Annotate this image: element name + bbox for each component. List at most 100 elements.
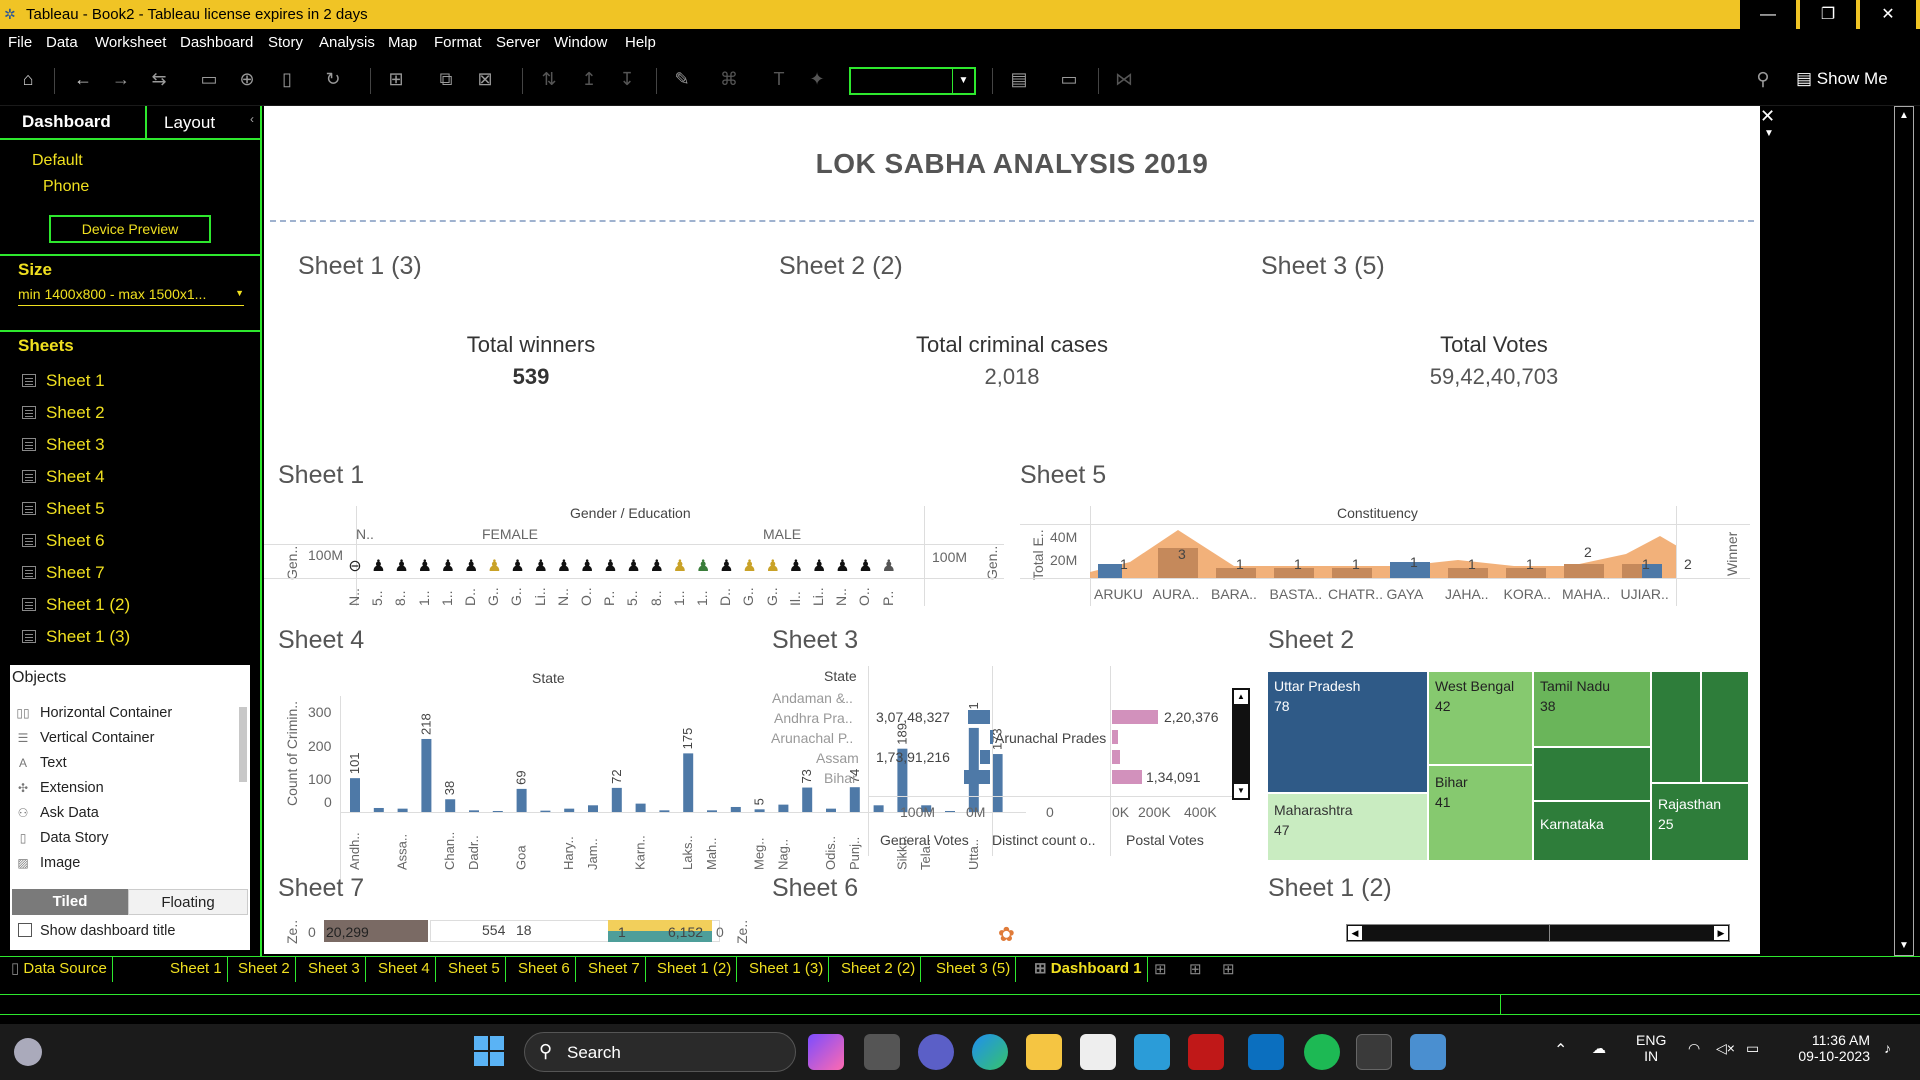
tab-sheet[interactable]: Sheet 2 (2) <box>836 956 922 982</box>
treemap-tile[interactable]: Rajasthan 25 <box>1652 784 1748 860</box>
treemap-tile[interactable] <box>1652 672 1700 782</box>
size-dropdown[interactable]: min 1400x800 - max 1500x1... ▼ <box>18 286 244 306</box>
volume-icon[interactable]: ◁× <box>1716 1040 1735 1056</box>
show-me-button[interactable]: ▤ Show Me <box>1796 69 1888 89</box>
scroll-down-icon[interactable]: ▼ <box>1234 784 1248 798</box>
sheet-list-item[interactable]: Sheet 7 <box>22 563 242 587</box>
treemap-tile[interactable]: Bihar 41 <box>1429 766 1532 860</box>
format-painter-icon[interactable]: ⚲ <box>1756 69 1770 89</box>
pin-icon[interactable]: ✦ <box>809 69 825 89</box>
menu-server[interactable]: Server <box>496 34 541 51</box>
sheet3-scrollbar[interactable]: ▲ ▼ <box>1232 688 1250 800</box>
tab-sheet[interactable]: Sheet 7 <box>583 956 646 982</box>
wifi-icon[interactable]: ◠ <box>1688 1040 1701 1056</box>
scroll-left-icon[interactable]: ◀ <box>1348 926 1362 940</box>
object-text[interactable]: A Text <box>16 755 67 771</box>
menu-help[interactable]: Help <box>625 34 656 51</box>
new-worksheet-icon[interactable]: ⊞ <box>1154 961 1167 978</box>
menu-worksheet[interactable]: Worksheet <box>95 34 167 51</box>
label-icon[interactable]: T <box>773 69 785 89</box>
close-button[interactable]: ✕ <box>1860 0 1916 29</box>
tab-sheet[interactable]: Sheet 6 <box>513 956 576 982</box>
sheet-list-item[interactable]: Sheet 5 <box>22 499 242 523</box>
home-icon[interactable]: ⌂ <box>22 69 34 89</box>
treemap-tile[interactable]: Tamil Nadu 38 <box>1534 672 1650 746</box>
highlight-icon[interactable]: ✎ <box>674 69 690 89</box>
share-icon[interactable]: ⋈ <box>1115 69 1133 89</box>
horizontal-scrollbar[interactable]: ◀ ▶ <box>1346 924 1730 942</box>
sheet-list-item[interactable]: Sheet 1 (3) <box>22 627 242 651</box>
tiled-button[interactable]: Tiled <box>12 889 128 915</box>
refresh-icon[interactable]: ↻ <box>325 69 341 89</box>
menu-analysis[interactable]: Analysis <box>319 34 375 51</box>
scroll-down-icon[interactable]: ▼ <box>1899 940 1909 951</box>
new-story-icon[interactable]: ⊞ <box>1222 961 1235 978</box>
scroll-right-icon[interactable]: ▶ <box>1714 926 1728 940</box>
object-ask-data[interactable]: ⚇ Ask Data <box>16 805 99 821</box>
menu-window[interactable]: Window <box>554 34 608 51</box>
new-worksheet-icon[interactable]: ⊞ <box>388 69 404 89</box>
tab-layout[interactable]: Layout ‹ <box>145 106 262 140</box>
group-icon[interactable]: ⌘ <box>720 69 738 89</box>
battery-icon[interactable]: ▭ <box>1746 1040 1760 1056</box>
object-data-story[interactable]: ▯ Data Story <box>16 830 109 846</box>
menu-format[interactable]: Format <box>434 34 482 51</box>
treemap-tile[interactable] <box>1534 748 1650 800</box>
tableau-taskbar-icon[interactable] <box>1356 1034 1392 1070</box>
floating-button[interactable]: Floating <box>128 889 248 915</box>
tab-sheet[interactable]: Sheet 1 <box>165 956 228 982</box>
sheet-list-item[interactable]: Sheet 2 <box>22 403 242 427</box>
tray-overflow-icon[interactable]: ⌃ <box>1554 1042 1568 1059</box>
tab-sheet[interactable]: Sheet 2 <box>233 956 296 982</box>
object-horizontal-container[interactable]: ▯▯ Horizontal Container <box>16 705 172 721</box>
mcafee-icon[interactable] <box>1188 1034 1224 1070</box>
myhp-icon[interactable] <box>1248 1034 1284 1070</box>
object-extension[interactable]: ✣ Extension <box>16 780 104 796</box>
pause-updates-icon[interactable]: ▯ <box>282 69 292 89</box>
fit-dropdown[interactable]: ▼ <box>849 67 976 95</box>
duplicate-icon[interactable]: ⧉ <box>439 69 453 89</box>
device-phone[interactable]: Phone <box>43 178 90 195</box>
tab-sheet[interactable]: Sheet 1 (2) <box>652 956 738 982</box>
tab-sheet[interactable]: Sheet 1 (3) <box>744 956 830 982</box>
sheet-list-item[interactable]: Sheet 1 (2) <box>22 595 242 619</box>
swap-icon[interactable]: ⇅ <box>541 69 557 89</box>
more-options-icon[interactable]: ▼ <box>1764 128 1774 139</box>
device-default[interactable]: Default <box>32 152 83 169</box>
show-dashboard-title-checkbox[interactable]: Show dashboard title <box>18 923 175 939</box>
store-icon[interactable] <box>1080 1034 1116 1070</box>
presentation-icon[interactable]: ▭ <box>1060 69 1078 89</box>
save-icon[interactable]: ▭ <box>200 69 218 89</box>
show-cards-icon[interactable]: ▤ <box>1010 69 1028 89</box>
object-vertical-container[interactable]: ☰ Vertical Container <box>16 730 155 746</box>
tab-data-source[interactable]: ▯ Data Source <box>6 956 113 982</box>
copilot-icon[interactable] <box>808 1034 844 1070</box>
spotify-icon[interactable] <box>1304 1034 1340 1070</box>
scrollbar-thumb[interactable] <box>239 707 247 782</box>
sort-ascending-icon[interactable]: ↥ <box>581 69 597 89</box>
tab-sheet[interactable]: Sheet 5 <box>443 956 506 982</box>
tab-sheet[interactable]: Sheet 3 <box>303 956 366 982</box>
task-view-icon[interactable] <box>864 1034 900 1070</box>
clock[interactable]: 11:36 AM 09-10-2023 <box>1786 1032 1870 1064</box>
start-icon[interactable] <box>474 1036 504 1066</box>
redo-icon[interactable]: → <box>112 69 130 89</box>
minimize-button[interactable]: — <box>1740 0 1796 29</box>
dashboard-vertical-scrollbar[interactable]: ▲ ▼ <box>1894 106 1914 956</box>
treemap-tile[interactable]: Maharashtra 47 <box>1268 794 1427 860</box>
replay-icon[interactable]: ⇆ <box>151 69 167 89</box>
onedrive-icon[interactable]: ☁ <box>1592 1040 1606 1056</box>
menu-dashboard[interactable]: Dashboard <box>180 34 254 51</box>
object-image[interactable]: ▨ Image <box>16 855 80 871</box>
menu-file[interactable]: File <box>8 34 33 51</box>
new-data-source-icon[interactable]: ⊕ <box>239 69 255 89</box>
restore-button[interactable]: ❐ <box>1800 0 1856 29</box>
undo-icon[interactable]: ← <box>74 69 92 89</box>
device-preview-button[interactable]: Device Preview <box>49 215 211 243</box>
menu-map[interactable]: Map <box>388 34 418 51</box>
file-manager-icon[interactable] <box>1410 1034 1446 1070</box>
notification-icon[interactable]: ♪ <box>1884 1040 1891 1056</box>
close-icon[interactable]: ✕ <box>1760 106 1776 126</box>
objects-scrollbar[interactable] <box>238 695 248 895</box>
tab-sheet[interactable]: Sheet 4 <box>373 956 436 982</box>
